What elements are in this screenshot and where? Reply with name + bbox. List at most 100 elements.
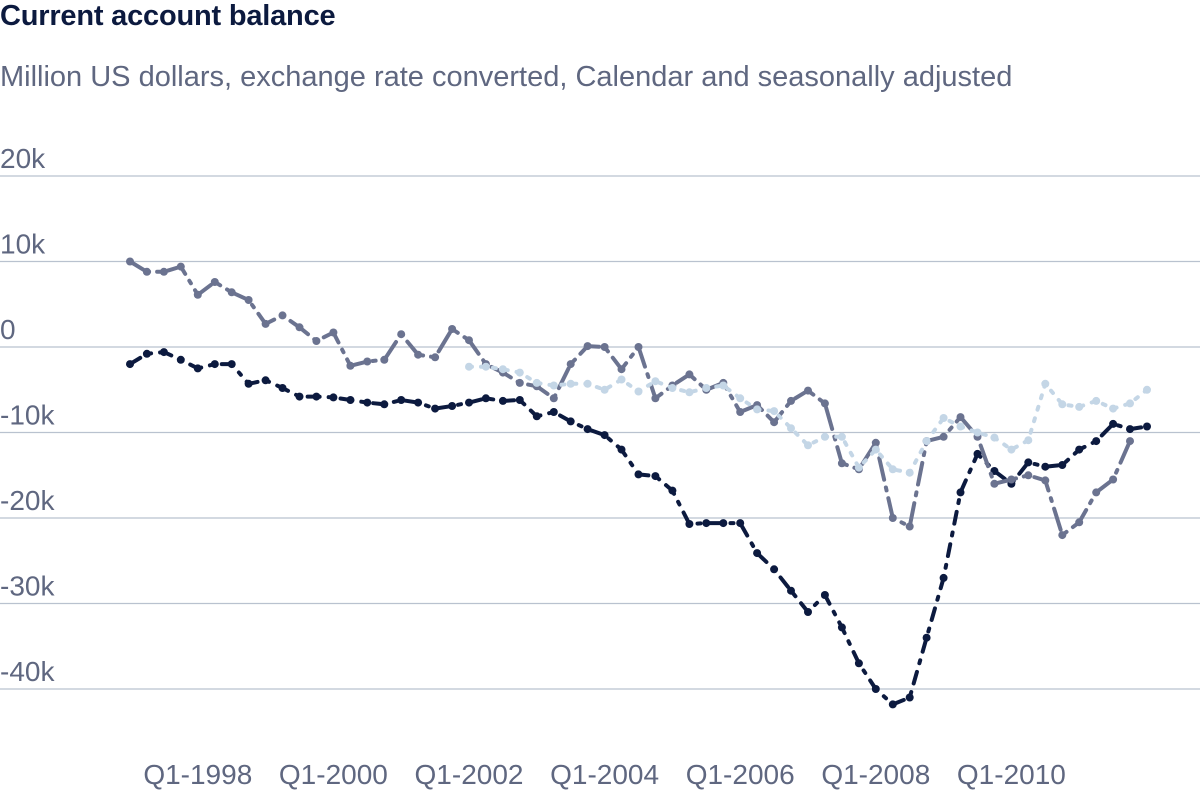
series-3-point bbox=[600, 385, 609, 394]
chart-subtitle: Million US dollars, exchange rate conver… bbox=[0, 61, 1013, 93]
series-1-point bbox=[481, 394, 490, 403]
series-3-point bbox=[566, 379, 575, 388]
series-2-point bbox=[736, 408, 745, 416]
series-1-point bbox=[278, 384, 287, 392]
series-3-point bbox=[515, 368, 524, 377]
series-1-point bbox=[142, 349, 151, 358]
series-1-point bbox=[685, 520, 694, 528]
series-2-point bbox=[956, 413, 965, 422]
series-3-point bbox=[990, 433, 999, 442]
series-3-point bbox=[668, 384, 677, 392]
series-2-point bbox=[261, 319, 270, 328]
series-1-point bbox=[210, 360, 219, 369]
series-1-point bbox=[770, 565, 779, 574]
series-2-point bbox=[634, 343, 643, 351]
series-1-point bbox=[227, 360, 236, 369]
series-2-point bbox=[227, 288, 236, 297]
series-1-point bbox=[431, 404, 440, 413]
series-1-point bbox=[1092, 437, 1101, 446]
x-tick-label: Q1-1998 bbox=[143, 759, 252, 790]
series-1-point bbox=[1126, 425, 1134, 434]
series-2-point bbox=[397, 330, 406, 339]
x-tick-label: Q1-2002 bbox=[415, 759, 524, 790]
series-2-point bbox=[414, 350, 423, 359]
y-tick-label: 20k bbox=[0, 143, 46, 174]
series-3-point bbox=[1058, 400, 1067, 409]
series-2-point bbox=[448, 325, 457, 333]
series-line-3 bbox=[467, 364, 1149, 475]
series-2-point bbox=[651, 394, 660, 403]
series-2-point bbox=[431, 353, 440, 362]
series-3-point bbox=[1041, 379, 1050, 388]
x-tick-label: Q1-2000 bbox=[279, 759, 388, 790]
x-tick-label: Q1-2004 bbox=[550, 759, 659, 790]
series-3-point bbox=[837, 432, 846, 441]
x-tick-label: Q1-2008 bbox=[821, 759, 930, 790]
series-line-1 bbox=[128, 350, 1149, 707]
series-line-2 bbox=[128, 259, 1132, 538]
y-tick-label: -20k bbox=[0, 485, 55, 516]
series-3-point bbox=[973, 428, 982, 437]
series-lines bbox=[126, 257, 1151, 709]
series-3-point bbox=[532, 378, 541, 387]
series-1-point bbox=[905, 693, 914, 702]
series-3-point bbox=[465, 362, 473, 371]
x-tick-label: Q1-2010 bbox=[957, 759, 1066, 790]
series-2-point bbox=[380, 355, 389, 364]
y-tick-label: -40k bbox=[0, 656, 55, 687]
series-1-point bbox=[1109, 419, 1118, 428]
series-1-point bbox=[312, 392, 321, 401]
series-2-point bbox=[312, 337, 321, 345]
series-2-point bbox=[329, 328, 338, 337]
series-1-point bbox=[363, 398, 372, 407]
series-2-point bbox=[837, 459, 846, 468]
series-2-point bbox=[363, 357, 372, 366]
series-3-point bbox=[1092, 396, 1101, 405]
series-3-point bbox=[651, 377, 660, 386]
series-1-point bbox=[871, 685, 880, 693]
series-3-point bbox=[736, 394, 745, 403]
series-1-point bbox=[1075, 445, 1084, 454]
series-3-point bbox=[753, 405, 762, 414]
series-3-point bbox=[871, 445, 880, 454]
series-1-point bbox=[397, 396, 406, 404]
series-2-point bbox=[278, 311, 287, 320]
series-2-point bbox=[685, 370, 694, 379]
series-1-point bbox=[583, 425, 592, 434]
series-1-point bbox=[532, 412, 541, 421]
series-1-point bbox=[617, 445, 626, 454]
series-1-point bbox=[956, 488, 965, 497]
series-1-point bbox=[380, 400, 389, 409]
series-3-point bbox=[1126, 399, 1134, 408]
series-1-point bbox=[126, 360, 134, 369]
y-tick-label: 0 bbox=[0, 314, 16, 345]
series-3-point bbox=[549, 381, 558, 390]
series-2-point bbox=[244, 296, 253, 304]
x-axis-tick-labels: Q1-1998 Q1-2000 Q1-2002 Q1-2004 Q1-2006 Q1-20… bbox=[143, 759, 1066, 790]
series-1-point bbox=[295, 392, 304, 401]
series-3-point bbox=[1007, 445, 1016, 454]
series-1-point bbox=[668, 486, 677, 495]
series-2-point bbox=[1041, 476, 1050, 485]
series-3-point bbox=[939, 414, 948, 422]
series-2-point bbox=[905, 522, 914, 531]
series-3-point bbox=[905, 468, 914, 477]
series-1-point bbox=[465, 398, 473, 407]
series-2-point bbox=[1024, 471, 1033, 480]
series-1-point bbox=[719, 519, 728, 528]
series-1-point bbox=[888, 700, 897, 709]
y-tick-label: 10k bbox=[0, 229, 46, 260]
chart-title: Current account balance bbox=[0, 0, 336, 32]
series-2-point bbox=[159, 267, 168, 276]
series-3-point bbox=[888, 465, 897, 474]
series-2-point bbox=[770, 418, 779, 427]
series-2-point bbox=[295, 323, 304, 332]
series-1-point bbox=[600, 431, 609, 440]
series-1-point bbox=[448, 402, 457, 410]
series-2-point bbox=[193, 290, 202, 299]
series-3-point bbox=[1024, 436, 1033, 445]
series-3-point bbox=[854, 463, 863, 472]
series-3-point bbox=[1109, 404, 1118, 413]
series-2-point bbox=[1126, 437, 1134, 446]
